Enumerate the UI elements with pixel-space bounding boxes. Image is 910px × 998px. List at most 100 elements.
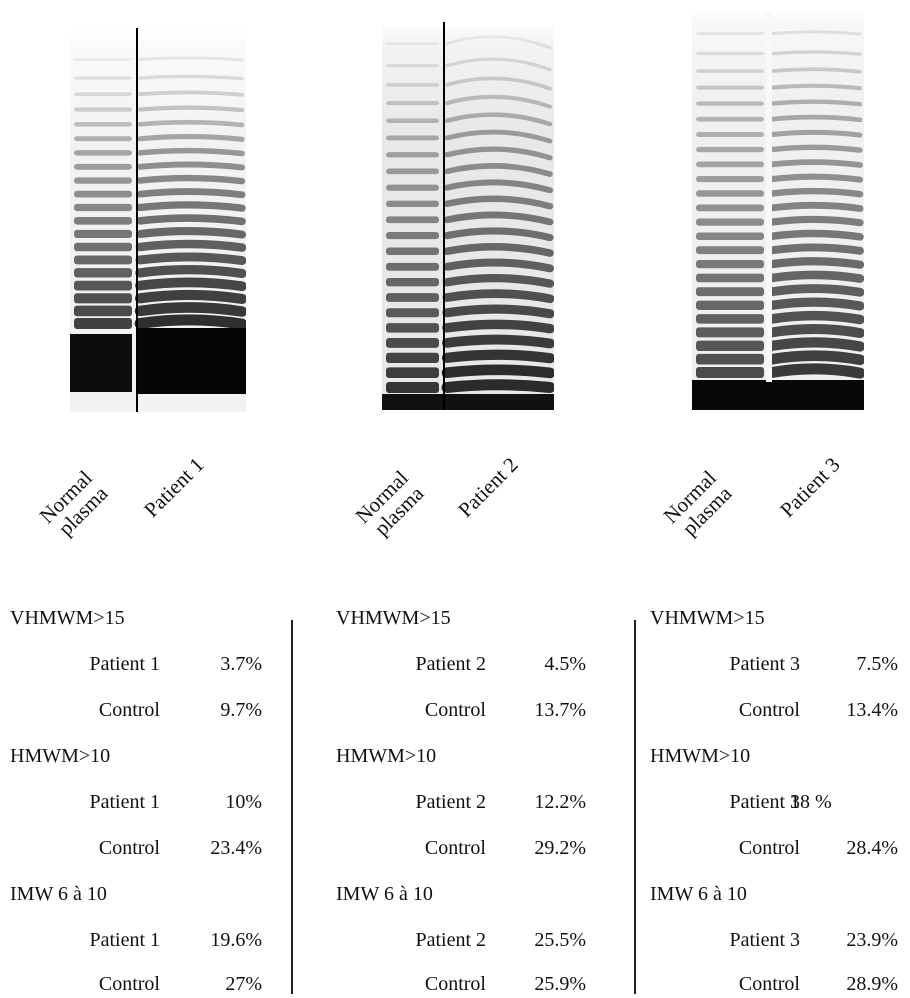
control-value: 27% bbox=[225, 973, 262, 995]
gel-band bbox=[767, 270, 864, 283]
column-divider-2 bbox=[634, 620, 636, 994]
gel-band bbox=[74, 163, 132, 170]
control-label: Control bbox=[738, 699, 800, 721]
gel-band bbox=[769, 114, 863, 123]
patient-value: 19.6% bbox=[210, 929, 262, 951]
gel-band bbox=[696, 327, 764, 338]
gel-band bbox=[386, 262, 439, 271]
control-value: 9.7% bbox=[220, 699, 262, 721]
control-label: Control bbox=[424, 699, 486, 721]
gel-band bbox=[696, 300, 764, 310]
gel-band bbox=[443, 242, 554, 257]
gel-1-lane-label-patient: Patient 1 bbox=[139, 453, 208, 522]
gel-band bbox=[386, 152, 439, 158]
gel-band bbox=[768, 215, 864, 227]
gel-band bbox=[443, 211, 554, 226]
gel-band bbox=[135, 239, 246, 252]
gel-band bbox=[386, 168, 439, 175]
patient-value: 4.5% bbox=[544, 653, 586, 675]
control-label: Control bbox=[98, 837, 160, 859]
gel-band bbox=[386, 323, 439, 333]
gel-band bbox=[768, 229, 864, 241]
gel-band bbox=[696, 314, 764, 324]
gel-band bbox=[442, 319, 554, 334]
gel-band bbox=[74, 229, 132, 238]
gel-band bbox=[696, 218, 764, 226]
patient-label: Patient 2 bbox=[415, 653, 486, 675]
gel-band bbox=[442, 289, 554, 304]
gel-2-lane-label-normal-plasma: Normal plasma bbox=[351, 466, 429, 542]
gel-band bbox=[74, 305, 132, 317]
gel-band bbox=[696, 273, 764, 283]
gel-band bbox=[386, 367, 439, 379]
group-title: HMWM>10 bbox=[650, 745, 751, 767]
gel-band bbox=[74, 242, 132, 252]
gel-band bbox=[696, 116, 764, 122]
gel-image-1 bbox=[70, 28, 246, 412]
gel-band bbox=[769, 144, 863, 153]
patient-label: Patient 3 bbox=[729, 653, 800, 675]
patient-value: 7.5% bbox=[856, 653, 898, 675]
gel-band bbox=[386, 293, 439, 302]
patient-value: 25.5% bbox=[534, 929, 586, 951]
group-title: HMWM>10 bbox=[336, 745, 437, 767]
gel-band bbox=[441, 364, 554, 379]
gel-band bbox=[386, 184, 439, 191]
gel-band bbox=[767, 324, 864, 338]
column-divider-1 bbox=[291, 620, 293, 994]
gel-band bbox=[386, 308, 439, 318]
gel-band bbox=[768, 201, 864, 212]
gel-band bbox=[443, 179, 554, 194]
gel-band bbox=[74, 255, 132, 265]
gel-image-3 bbox=[692, 12, 864, 410]
gel-band bbox=[74, 280, 132, 291]
gel-band bbox=[442, 304, 554, 319]
gel-band bbox=[74, 216, 132, 225]
patient-label: Patient 3 bbox=[729, 929, 800, 951]
gel-image-2 bbox=[382, 22, 554, 410]
gel-band bbox=[386, 278, 439, 287]
gel-band bbox=[137, 161, 245, 171]
gel-band bbox=[74, 293, 132, 304]
patient-label: Patient 1 bbox=[89, 653, 160, 675]
gel-band bbox=[74, 177, 132, 184]
gel-band bbox=[767, 257, 864, 269]
gel-band bbox=[386, 135, 439, 141]
gel-band bbox=[443, 227, 554, 242]
gel-band bbox=[696, 232, 764, 240]
patient-label: Patient 2 bbox=[415, 929, 486, 951]
gel-2-lane-label-patient: Patient 2 bbox=[453, 453, 522, 522]
control-label: Control bbox=[738, 837, 800, 859]
gel-band bbox=[766, 350, 864, 366]
gel-band bbox=[696, 246, 764, 255]
gel-band bbox=[767, 310, 864, 325]
patient-label: Patient 2 bbox=[415, 791, 486, 813]
gel-band bbox=[696, 101, 764, 106]
group-title: IMW 6 à 10 bbox=[650, 883, 747, 905]
gel-band bbox=[137, 147, 245, 157]
gel-band bbox=[444, 163, 553, 177]
gel-1-graphic bbox=[70, 28, 246, 412]
control-label: Control bbox=[424, 973, 486, 995]
gel-3-graphic bbox=[692, 12, 864, 410]
gel-band bbox=[767, 284, 864, 297]
gel-band bbox=[696, 353, 764, 365]
control-label: Control bbox=[98, 699, 160, 721]
gel-1-lane-label-normal-plasma: Normal plasma bbox=[35, 466, 113, 542]
gel-band bbox=[444, 129, 553, 144]
gel-band bbox=[136, 201, 246, 212]
gel-band bbox=[442, 334, 554, 349]
gel-band bbox=[766, 363, 864, 379]
gel-band bbox=[136, 174, 246, 185]
group-title: HMWM>10 bbox=[10, 745, 111, 767]
gel-band bbox=[443, 258, 554, 273]
control-value: 28.4% bbox=[846, 837, 898, 859]
group-title: VHMWM>15 bbox=[336, 607, 451, 629]
gel-band bbox=[443, 195, 554, 210]
patient-label: Patient 1 bbox=[89, 929, 160, 951]
control-value: 13.4% bbox=[846, 699, 898, 721]
lane-label-patient: Patient 3 bbox=[775, 452, 845, 522]
gel-band bbox=[135, 252, 246, 266]
group-title: IMW 6 à 10 bbox=[336, 883, 433, 905]
patient-value: 3.7% bbox=[220, 653, 262, 675]
